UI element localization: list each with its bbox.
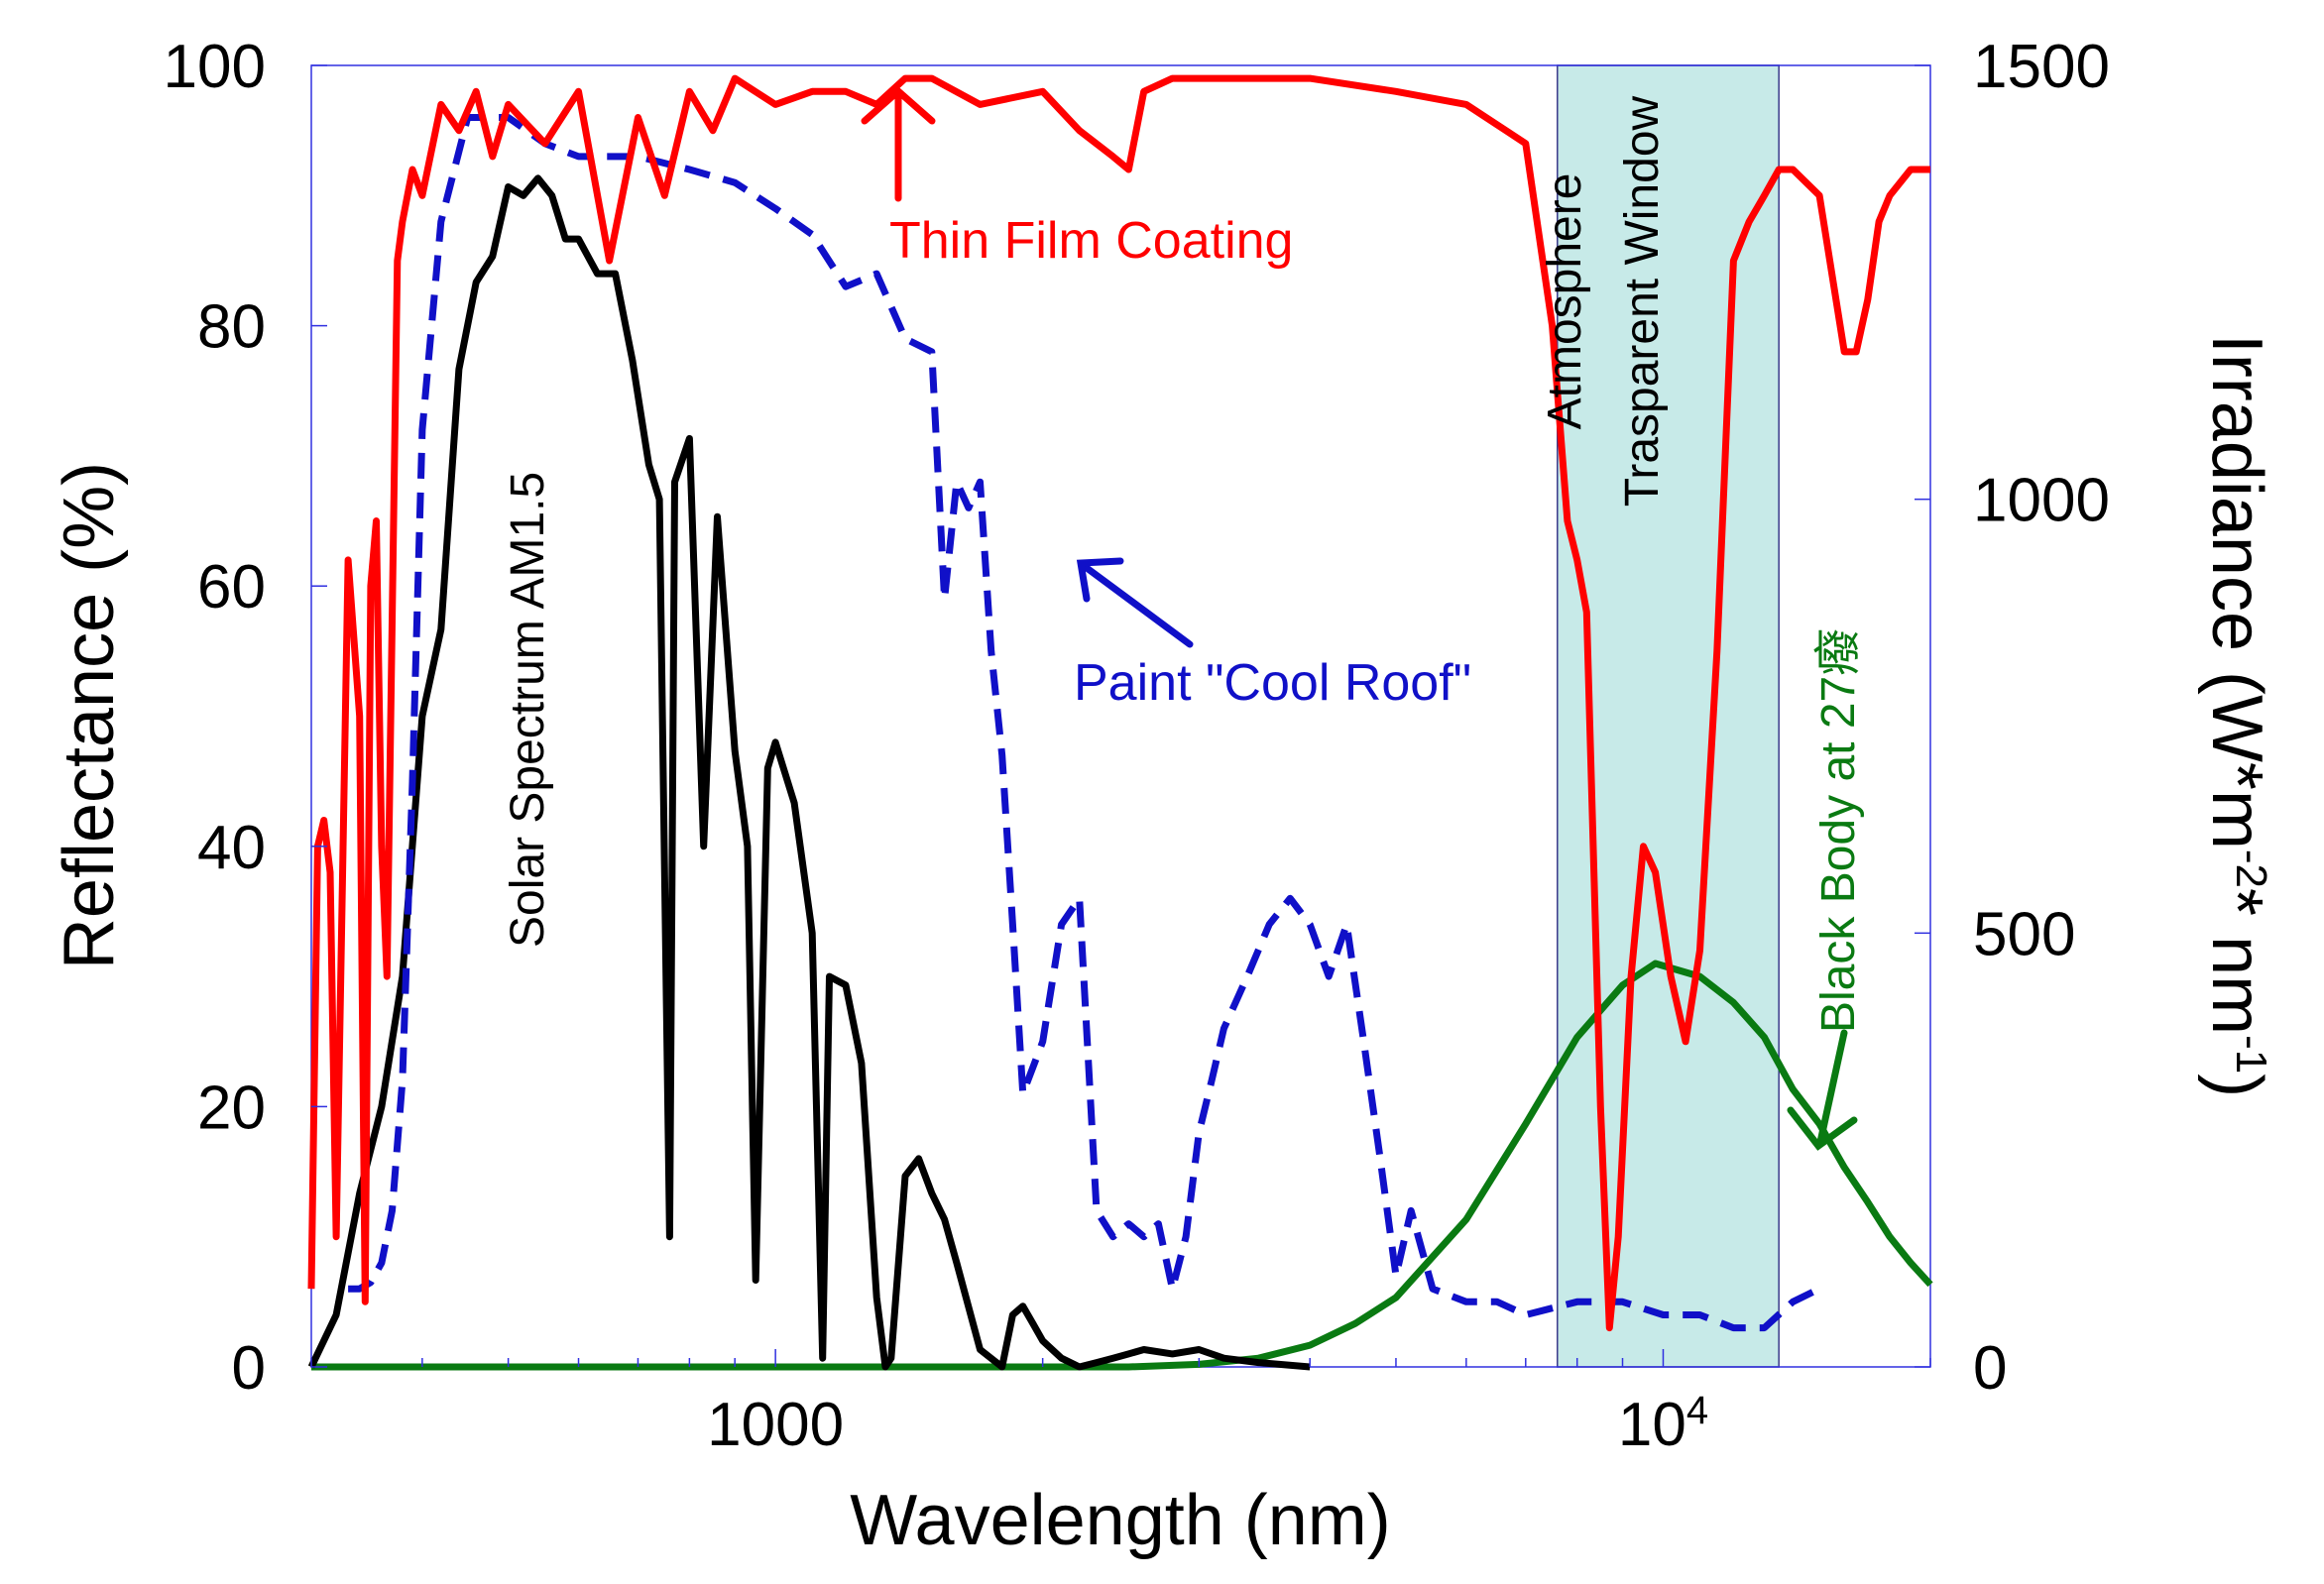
solar-spectrum-label: Solar Spectrum AM1.5 xyxy=(502,472,554,948)
window-label-line2: Trasparent Window xyxy=(1616,95,1669,507)
series-line-2 xyxy=(307,174,1311,1371)
atmospheric-window-band xyxy=(1557,64,1780,1368)
series-line-0 xyxy=(307,74,1930,1332)
y-tick-label: 20 xyxy=(197,1074,266,1142)
black-body-arrow-icon xyxy=(1787,1029,1858,1151)
x-tick-label: 104 xyxy=(1618,1389,1708,1459)
x-axis-title: Wavelength (nm) xyxy=(850,1481,1391,1560)
black-body-label: Black Body at 27癈 xyxy=(1812,628,1865,1033)
y-tick-label: 0 xyxy=(232,1334,266,1403)
y2-tick-label: 1000 xyxy=(1973,467,2110,535)
y2-tick-label: 0 xyxy=(1973,1334,2007,1403)
tick-marks xyxy=(310,64,1931,1368)
y-tick-label: 40 xyxy=(197,814,266,882)
y2-axis-title: Irradiance (W*m-2* nm-1) xyxy=(2197,334,2276,1097)
window-label-line1: Atmosphere xyxy=(1539,173,1591,430)
y2-tick-label: 500 xyxy=(1973,900,2075,968)
chart-marks xyxy=(307,74,1933,1371)
y-tick-label: 100 xyxy=(164,33,266,101)
x-tick-label: 1000 xyxy=(707,1391,844,1459)
thin-film-arrow-icon xyxy=(861,86,936,202)
y-tick-label: 60 xyxy=(197,553,266,622)
y-tick-label: 80 xyxy=(197,293,266,362)
y2-tick-label: 1500 xyxy=(1973,33,2110,101)
y-axis-title: Reflectance (%) xyxy=(50,462,129,969)
cool-roof-arrow-icon xyxy=(1076,557,1194,648)
thin-film-label: Thin Film Coating xyxy=(889,212,1293,270)
cool-roof-label: Paint "Cool Roof" xyxy=(1074,654,1471,712)
